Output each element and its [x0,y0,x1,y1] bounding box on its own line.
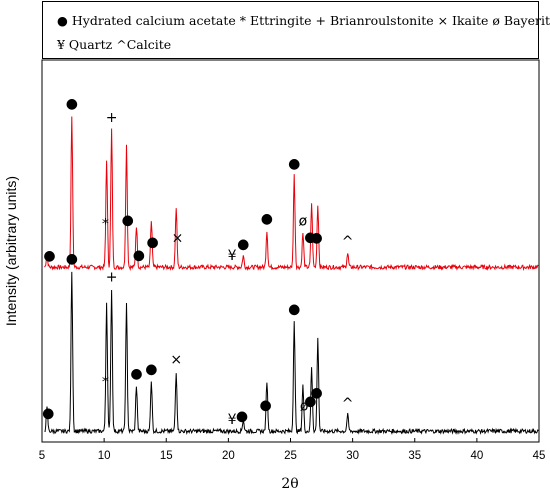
peak-marker: ● [130,366,142,382]
x-tick-label: 10 [98,450,111,462]
x-axis-ticks: 5 10 15 20 25 30 35 40 45 [39,438,546,462]
x-tick-label: 30 [346,450,359,462]
peak-marker: ● [288,156,300,172]
x-tick-label: 35 [408,450,421,462]
peak-marker: × [172,231,184,247]
peak-marker: ● [133,248,145,264]
x-axis-label: 2θ [281,476,298,492]
peak-marker: ● [42,405,54,421]
peak-marker: ø [299,214,308,230]
peak-marker: ● [304,229,316,245]
peak-marker: ● [237,237,249,253]
peak-marker: * [102,375,109,391]
peak-marker: * [102,217,109,233]
peak-marker: ● [310,230,322,246]
peak-marker: ● [43,248,55,264]
series-layer [44,116,539,436]
y-axis-label: Intensity (arbitrary units) [3,176,19,326]
peak-marker: + [106,269,118,285]
peak-marker: ^ [342,396,354,412]
legend-box: ● Hydrated calcium acetate * Ettringite … [42,1,550,59]
legend-line-2: ¥ Quartz ^Calcite [57,37,172,52]
peak-marker: ● [66,251,78,267]
peak-marker: ø [300,399,309,415]
peak-marker: ● [66,96,78,112]
series-line-red [44,116,539,272]
peak-marker: × [170,352,182,368]
x-tick-label: 5 [39,450,45,462]
peak-marker: ● [310,385,322,401]
x-tick-label: 15 [160,450,173,462]
annotation-layer: ●●*+●●● ×¥●●●ø●● ^●●*+● ●×¥ ●●●ø●●^ [42,96,353,428]
peak-marker: ^ [342,234,354,250]
peak-marker: + [106,110,118,126]
peak-marker: ¥ [228,412,237,428]
x-tick-label: 25 [284,450,297,462]
legend-line-1: ● Hydrated calcium acetate * Ettringite … [57,13,550,28]
peak-marker: ● [260,397,272,413]
series-line-black [44,271,539,436]
peak-marker: ● [236,409,248,425]
x-tick-label: 40 [470,450,483,462]
peak-marker: ● [122,213,134,229]
peak-marker: ● [288,302,300,318]
peak-marker: ● [304,393,316,409]
x-tick-label: 20 [222,450,235,462]
peak-marker: ● [261,211,273,227]
peak-marker: ● [146,235,158,251]
peak-marker: ● [145,361,157,377]
x-tick-label: 45 [533,450,546,462]
peak-marker: ¥ [228,248,237,264]
